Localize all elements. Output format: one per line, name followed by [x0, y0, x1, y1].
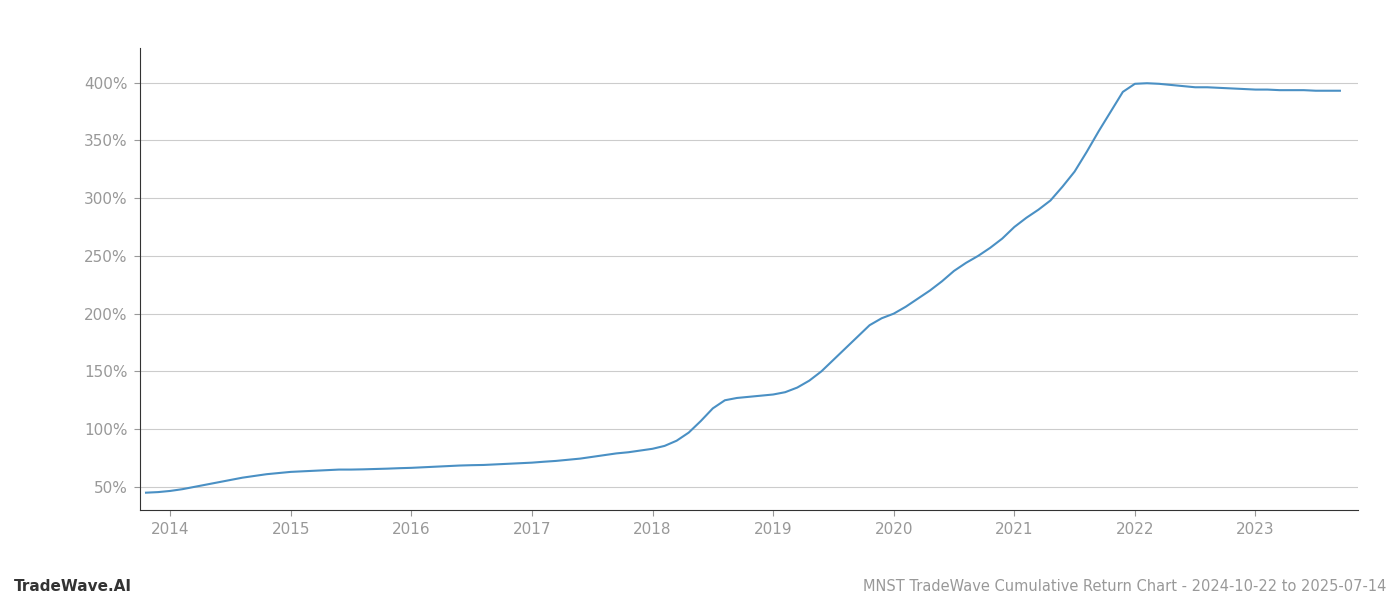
Text: TradeWave.AI: TradeWave.AI	[14, 579, 132, 594]
Text: MNST TradeWave Cumulative Return Chart - 2024-10-22 to 2025-07-14: MNST TradeWave Cumulative Return Chart -…	[862, 579, 1386, 594]
